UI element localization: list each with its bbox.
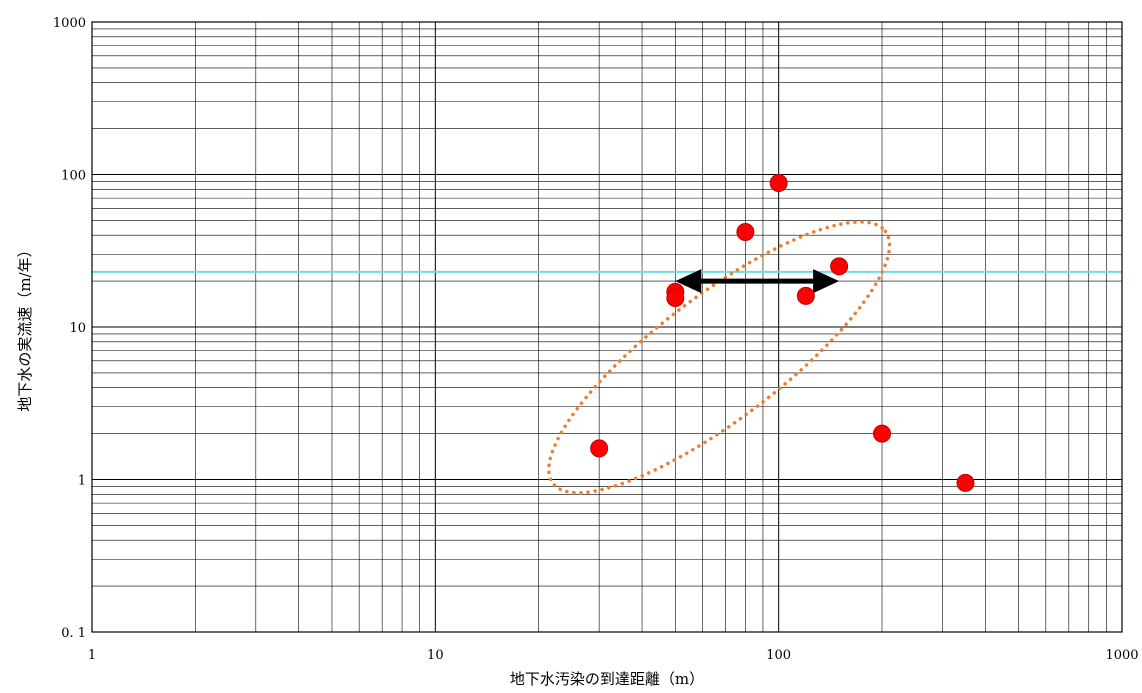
data-point [796, 286, 815, 305]
data-point [736, 222, 755, 241]
x-tick-label: 1000 [1105, 648, 1138, 663]
arrow-head-left [675, 269, 702, 294]
data-point [873, 424, 892, 443]
data-point [769, 173, 788, 192]
data-point [590, 439, 609, 458]
x-axis-label: 地下水汚染の到達距離（m） [510, 670, 704, 688]
x-tick-label: 10 [427, 648, 444, 663]
y-tick-label: 1 [78, 474, 86, 489]
y-axis-label: 地下水の実流速（m/年） [16, 242, 34, 411]
highlight-ellipse [547, 220, 892, 495]
data-point [830, 257, 849, 276]
double-arrow [675, 269, 840, 294]
grid-lines [92, 22, 1122, 632]
data-points [590, 173, 975, 492]
data-point [666, 288, 685, 307]
data-point [956, 473, 975, 492]
arrow-head-right [813, 269, 840, 294]
ellipse-outline [547, 220, 892, 495]
plot-frame [91, 21, 1123, 633]
y-tick-label: 0. 1 [61, 626, 86, 641]
x-tick-label: 1 [88, 648, 96, 663]
y-tick-label: 100 [61, 169, 86, 184]
y-tick-label: 10 [69, 321, 86, 336]
y-tick-label: 1000 [53, 16, 86, 31]
x-tick-label: 100 [766, 648, 791, 663]
